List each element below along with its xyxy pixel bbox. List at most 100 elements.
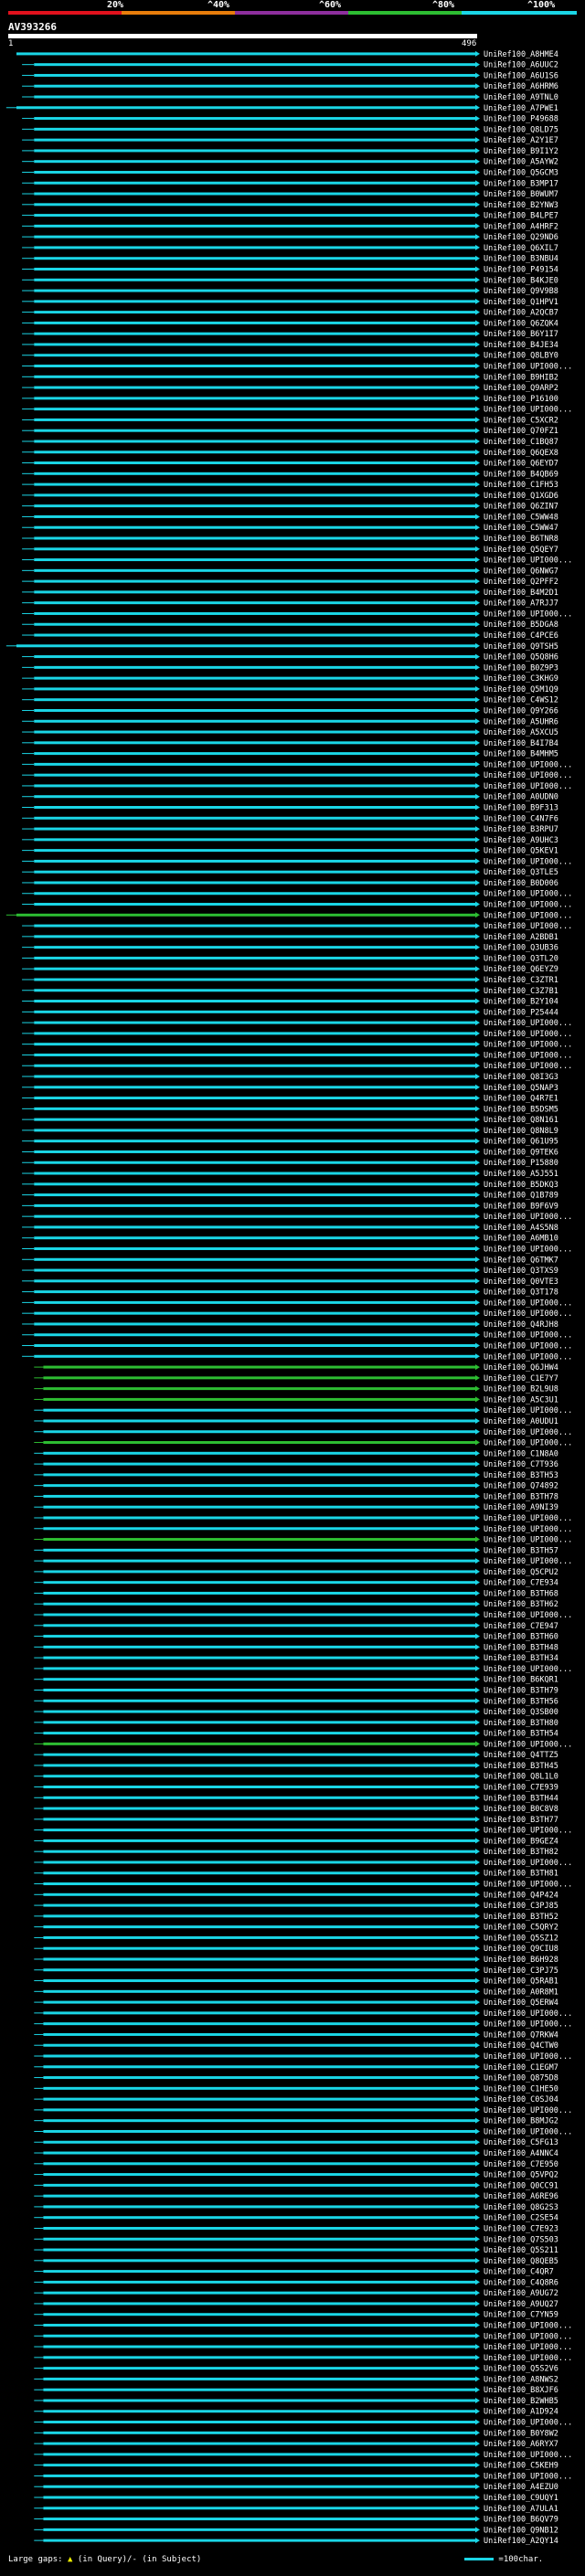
hit-row[interactable]: UniRef100_Q7S503 [34,2235,558,2244]
hit-row[interactable]: UniRef100_C1FH53 [22,481,558,490]
hit-row[interactable]: UniRef100_UPI000... [34,2127,572,2136]
hit-row[interactable]: UniRef100_UPI000... [22,1309,572,1319]
hit-row[interactable]: UniRef100_Q4RJH8 [22,1320,558,1330]
hit-row[interactable]: UniRef100_UPI000... [22,890,572,899]
hit-row[interactable]: UniRef100_P49154 [22,265,558,274]
hit-row[interactable]: UniRef100_UPI000... [22,922,572,931]
hit-row[interactable]: UniRef100_C5FG13 [34,2138,558,2147]
hit-row[interactable]: UniRef100_B9GEZ4 [34,1837,558,1846]
hit-row[interactable]: UniRef100_A0R8M1 [34,1988,558,1997]
hit-row[interactable]: UniRef100_Q6ZQK4 [22,319,558,328]
hit-row[interactable]: UniRef100_B3MP17 [22,179,558,188]
hit-row[interactable]: UniRef100_Q9TSH5 [5,642,558,652]
hit-row[interactable]: UniRef100_A4HRF2 [22,222,558,231]
hit-row[interactable]: UniRef100_Q9CIU8 [34,1945,558,1954]
hit-row[interactable]: UniRef100_A6MB10 [22,1235,558,1244]
hit-row[interactable]: UniRef100_B6TNR8 [22,535,558,544]
hit-row[interactable]: UniRef100_UPI000... [22,363,572,372]
hit-row[interactable]: UniRef100_B3TH45 [34,1762,558,1771]
hit-row[interactable]: UniRef100_C9UQY1 [34,2494,558,2503]
hit-row[interactable]: UniRef100_Q61U95 [22,1138,558,1147]
hit-row[interactable]: UniRef100_B3TH77 [34,1816,558,1825]
hit-row[interactable]: UniRef100_UPI000... [22,1041,572,1050]
hit-row[interactable]: UniRef100_Q5RAB1 [34,1977,558,1987]
hit-row[interactable]: UniRef100_C5KEH9 [34,2462,558,2471]
hit-row[interactable]: UniRef100_B5DSM5 [22,1105,558,1114]
hit-row[interactable]: UniRef100_Q4R7E1 [22,1095,558,1104]
hit-row[interactable]: UniRef100_Q4CTW0 [34,2041,558,2051]
hit-row[interactable]: UniRef100_P25444 [22,1008,558,1017]
hit-row[interactable]: UniRef100_UPI000... [22,782,572,791]
hit-row[interactable]: UniRef100_Q6QEX8 [22,449,558,458]
hit-row[interactable]: UniRef100_Q1HPV1 [22,298,558,307]
hit-row[interactable]: UniRef100_A1D924 [34,2408,558,2417]
hit-row[interactable]: UniRef100_Q74892 [34,1482,558,1491]
hit-row[interactable]: UniRef100_C7E939 [34,1783,558,1792]
hit-row[interactable]: UniRef100_A2Y1E7 [22,136,558,145]
hit-row[interactable]: UniRef100_Q9NB12 [34,2526,558,2535]
hit-row[interactable]: UniRef100_UPI000... [34,1827,572,1836]
hit-row[interactable]: UniRef100_B4JE34 [22,341,558,350]
hit-row[interactable]: UniRef100_Q1B789 [22,1192,558,1201]
hit-row[interactable]: UniRef100_B4MHM5 [22,750,558,759]
hit-row[interactable]: UniRef100_B3TH80 [34,1719,558,1728]
hit-row[interactable]: UniRef100_UPI000... [22,901,572,910]
hit-row[interactable]: UniRef100_B6KQR1 [34,1676,558,1685]
hit-row[interactable]: UniRef100_C3ZTR1 [22,976,558,985]
hit-row[interactable]: UniRef100_C1EGM7 [34,2063,558,2072]
hit-row[interactable]: UniRef100_Q5VPQ2 [34,2171,558,2180]
hit-row[interactable]: UniRef100_UPI000... [22,1342,572,1352]
hit-row[interactable]: UniRef100_Q6TMK7 [22,1256,558,1265]
hit-row[interactable]: UniRef100_UPI000... [34,2451,572,2460]
hit-row[interactable]: UniRef100_B3TH82 [34,1848,558,1857]
hit-row[interactable]: UniRef100_B4QB69 [22,470,558,479]
hit-row[interactable]: UniRef100_C3KHG9 [22,674,558,684]
hit-row[interactable]: UniRef100_UPI000... [22,557,572,566]
hit-row[interactable]: UniRef100_Q5CPU2 [34,1568,558,1577]
hit-row[interactable]: UniRef100_B2Y104 [22,998,558,1007]
hit-row[interactable]: UniRef100_Q6ZIN7 [22,503,558,512]
hit-row[interactable]: UniRef100_B2WHB5 [34,2397,558,2406]
hit-row[interactable]: UniRef100_A0UDN0 [22,793,558,802]
hit-row[interactable]: UniRef100_Q0VTE3 [22,1277,558,1287]
hit-row[interactable]: UniRef100_A5XCU5 [22,728,558,737]
hit-row[interactable]: UniRef100_A8HME4 [16,50,558,59]
hit-row[interactable]: UniRef100_B3TH81 [34,1870,558,1879]
hit-row[interactable]: UniRef100_UPI000... [34,1557,572,1566]
hit-row[interactable]: UniRef100_Q875D8 [34,2074,558,2083]
hit-row[interactable]: UniRef100_Q6XIL7 [22,244,558,253]
hit-row[interactable]: UniRef100_C5QRY2 [34,1924,558,1933]
hit-row[interactable]: UniRef100_C7YN59 [34,2311,558,2320]
hit-row[interactable]: UniRef100_Q8LBY0 [22,352,558,361]
hit-row[interactable]: UniRef100_Q3SB00 [34,1708,558,1717]
hit-row[interactable]: UniRef100_C4N7F6 [22,814,558,823]
hit-row[interactable]: UniRef100_B3TH57 [34,1546,558,1555]
hit-row[interactable]: UniRef100_A5AYW2 [22,158,558,167]
hit-row[interactable]: UniRef100_B6QV79 [34,2516,558,2525]
hit-row[interactable]: UniRef100_B6Y1I7 [22,330,558,339]
hit-row[interactable]: UniRef100_Q5GCM3 [22,168,558,177]
hit-row[interactable]: UniRef100_B5DKQ3 [22,1181,558,1190]
hit-row[interactable]: UniRef100_B3TH56 [34,1697,558,1706]
hit-row[interactable]: UniRef100_A7PWE1 [5,104,558,113]
hit-row[interactable]: UniRef100_Q9TEK6 [22,1148,558,1157]
hit-row[interactable]: UniRef100_UPI000... [34,2343,572,2352]
hit-row[interactable]: UniRef100_B3TH34 [34,1654,558,1663]
hit-row[interactable]: UniRef100_UPI000... [34,1514,572,1523]
hit-row[interactable]: UniRef100_A9UG72 [34,2289,558,2298]
hit-row[interactable]: UniRef100_B9HIB2 [22,373,558,382]
hit-row[interactable]: UniRef100_UPI000... [34,2009,572,2019]
hit-row[interactable]: UniRef100_A9UHC3 [22,836,558,845]
hit-row[interactable]: UniRef100_UPI000... [34,1611,572,1620]
hit-row[interactable]: UniRef100_P15880 [22,1159,558,1168]
hit-row[interactable]: UniRef100_Q2PFF2 [22,578,558,587]
hit-row[interactable]: UniRef100_B6H928 [34,1956,558,1965]
hit-row[interactable]: UniRef100_B2L9U8 [34,1385,558,1394]
hit-row[interactable]: UniRef100_Q3TL20 [22,954,558,963]
hit-row[interactable]: UniRef100_Q9ARP2 [22,384,558,393]
hit-row[interactable]: UniRef100_B3TH52 [34,1913,558,1922]
hit-row[interactable]: UniRef100_C0SJ04 [34,2095,558,2104]
hit-row[interactable]: UniRef100_Q5M1Q9 [22,685,558,694]
hit-row[interactable]: UniRef100_Q9V9B8 [22,287,558,296]
hit-row[interactable]: UniRef100_A6RYX7 [34,2440,558,2449]
